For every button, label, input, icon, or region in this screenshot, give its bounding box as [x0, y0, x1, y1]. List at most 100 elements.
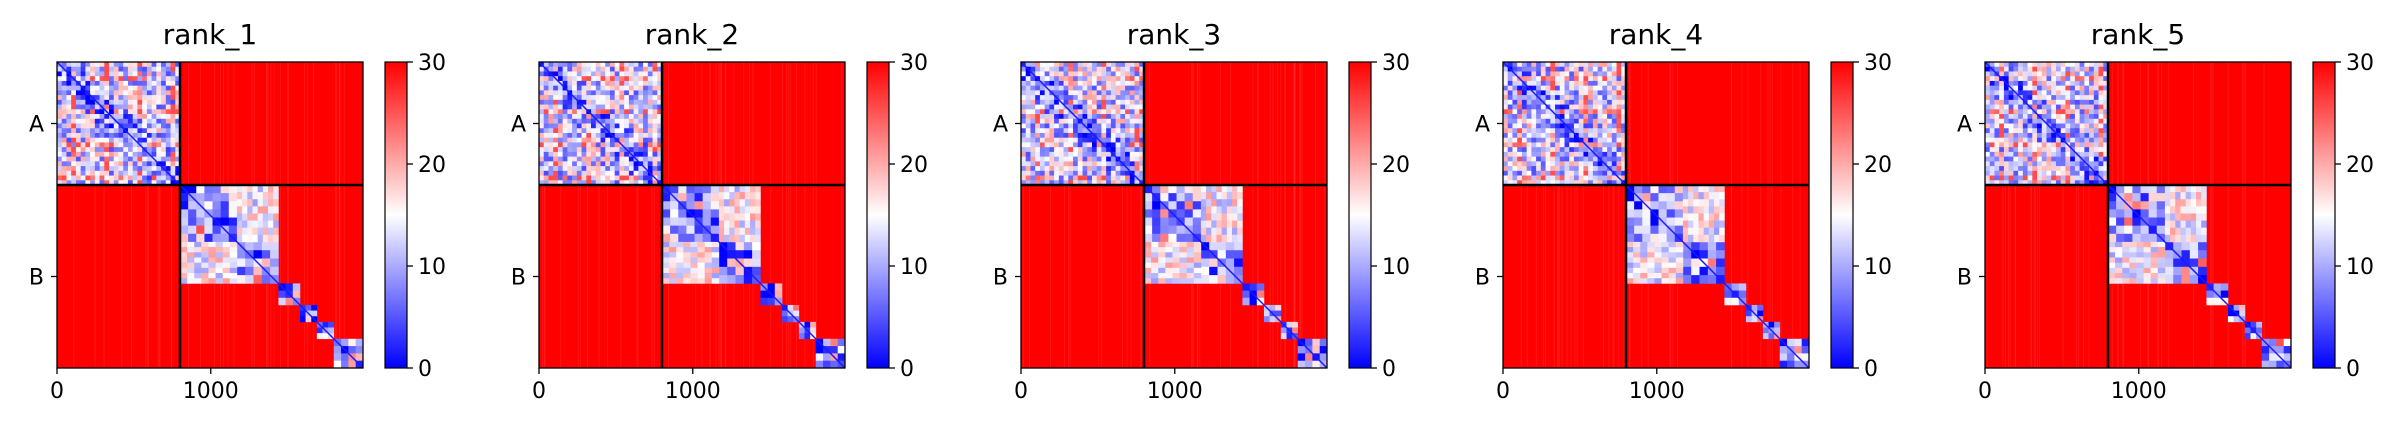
heat-cell [1151, 262, 1159, 269]
heat-cell [2164, 220, 2171, 228]
heat-cell [1077, 156, 1083, 162]
heat-cell [1091, 62, 1097, 68]
heat-cell [1564, 147, 1570, 153]
heat-cell [2065, 62, 2071, 68]
heat-cell [1555, 137, 1561, 143]
heat-cell [1507, 175, 1513, 181]
heat-cell [1035, 132, 1041, 138]
heat-cell [1550, 147, 1556, 153]
heat-cell [562, 180, 568, 186]
heat-cell [1091, 90, 1097, 96]
heat-cell [161, 156, 167, 162]
heat-cell [1550, 137, 1556, 143]
heat-cell [1101, 147, 1107, 153]
heat-cell [175, 99, 181, 105]
heat-cell [1021, 151, 1027, 157]
heat-cell [2132, 193, 2141, 202]
heat-cell [2046, 95, 2052, 101]
heat-cell [572, 142, 578, 148]
heat-cell [2150, 278, 2159, 284]
heat-cell [1597, 137, 1603, 143]
heat-cell [1573, 62, 1579, 68]
heat-cell [1077, 161, 1083, 167]
heat-cell [165, 90, 171, 96]
heat-cell [61, 76, 67, 82]
heat-cell [1044, 99, 1050, 105]
heat-cell [702, 217, 712, 226]
heat-cell [744, 220, 751, 228]
heat-cell [1096, 71, 1102, 77]
heat-cell [657, 71, 663, 77]
heat-cell [1115, 175, 1121, 181]
heat-cell [1714, 199, 1720, 207]
heat-cell [2098, 80, 2104, 86]
heat-cell [222, 262, 231, 269]
heat-cell [1698, 213, 1704, 221]
heat-cell [61, 85, 67, 91]
heat-cell [66, 99, 72, 105]
heat-cell [2098, 151, 2104, 157]
heat-cell [676, 262, 684, 269]
heat-cell [2175, 206, 2181, 214]
heat-cell [273, 227, 279, 236]
offdiag-stripe [2083, 62, 2084, 368]
heat-cell [711, 278, 720, 284]
heat-cell [1526, 80, 1532, 86]
heat-cell [2079, 128, 2085, 134]
heat-cell [2051, 132, 2057, 138]
heat-cell [600, 66, 606, 72]
heat-cell [2103, 128, 2109, 134]
heat-cell [1583, 147, 1589, 153]
heat-cell [123, 161, 129, 167]
plot-frame [56, 61, 364, 369]
heat-cell [1030, 142, 1036, 148]
heat-cell [633, 142, 639, 148]
heat-cell [175, 71, 181, 77]
heat-cell [1139, 118, 1145, 124]
heat-cell [591, 180, 597, 186]
heat-cell [591, 151, 597, 157]
heat-cell [1607, 151, 1613, 157]
x-tick-label: 0 [1496, 379, 1510, 404]
heat-cell [619, 66, 625, 72]
heat-cell [2116, 225, 2125, 235]
heat-cell [2037, 161, 2043, 167]
heat-cell [142, 95, 148, 101]
heat-cell [1035, 118, 1041, 124]
heat-cell [2084, 166, 2090, 172]
heat-cell [156, 118, 162, 124]
heat-cell [605, 175, 611, 181]
heat-cell [1054, 71, 1060, 77]
heat-cell [113, 175, 119, 181]
heat-cell [557, 76, 563, 82]
heat-cell [643, 123, 649, 129]
heat-cell [1139, 151, 1145, 157]
heat-cell [2041, 114, 2047, 120]
heat-cell [268, 192, 274, 200]
heat-cell [543, 71, 549, 77]
heat-cell [1661, 257, 1669, 263]
heat-cell [543, 80, 549, 86]
heat-cell [104, 85, 110, 91]
heat-cell [1521, 71, 1527, 77]
heat-cell [2018, 71, 2024, 77]
heat-cell [1091, 142, 1097, 148]
heat-cell [567, 137, 573, 143]
heat-cell [2060, 142, 2066, 148]
heat-cell [1319, 346, 1328, 354]
heat-cell [1564, 90, 1570, 96]
heat-cell [1626, 273, 1634, 279]
heat-cell [1077, 76, 1083, 82]
heat-cell [156, 170, 162, 176]
heat-cell [1144, 252, 1152, 258]
heat-cell [1559, 114, 1565, 120]
heat-cell [2269, 338, 2277, 347]
heat-cell [118, 147, 124, 153]
heat-cell [1030, 109, 1036, 115]
heat-cell [1151, 247, 1159, 253]
heat-cell [1569, 161, 1575, 167]
heat-cell [1232, 213, 1238, 221]
heat-cell [1682, 192, 1689, 200]
heat-cell [1578, 170, 1584, 176]
heat-cell [204, 193, 213, 202]
